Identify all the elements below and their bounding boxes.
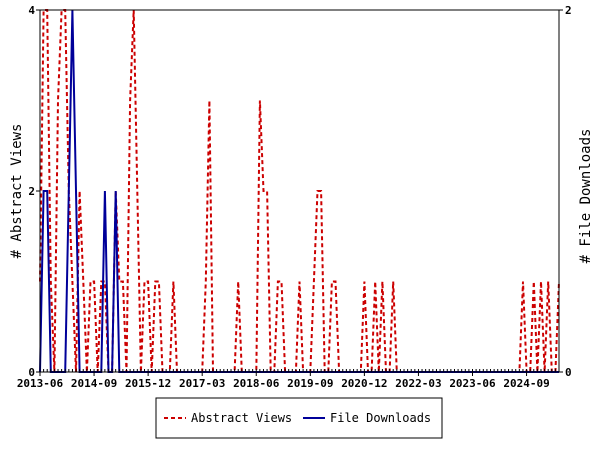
- x-tick-label: 2017-03: [179, 377, 225, 390]
- y-left-tick-label: 0: [28, 366, 35, 379]
- y-left-tick-label: 2: [28, 185, 35, 198]
- x-tick-label: 2023-06: [449, 377, 496, 390]
- series-line-file-downloads: [39, 9, 559, 373]
- x-tick-label: 2013-06: [17, 377, 64, 390]
- y-axis-title-left: # Abstract Views: [9, 124, 25, 259]
- legend-box: [155, 397, 443, 439]
- series-layer: [39, 9, 560, 373]
- x-tick-label: 2018-06: [233, 377, 280, 390]
- axis-layer: 2013-06 2014-09 2015-12 2017-03 2018-06 2019-…: [17, 4, 572, 390]
- x-tick-label: 2024-09: [503, 377, 549, 390]
- y-right-tick-label: 2: [565, 4, 572, 17]
- legend-label-abstract-views: Abstract Views: [191, 411, 292, 425]
- y-right-tick-label: 0: [565, 366, 572, 379]
- y-left-tick-label: 4: [28, 4, 35, 17]
- y-axis-title-right: # File Downloads: [578, 129, 594, 264]
- x-tick-label: 2014-09: [71, 377, 117, 390]
- x-tick-label: 2020-12: [341, 377, 387, 390]
- x-tick-label: 2015-12: [125, 377, 171, 390]
- x-tick-label: 2022-03: [395, 377, 441, 390]
- legend-label-file-downloads: File Downloads: [330, 411, 431, 425]
- legend: Abstract Views File Downloads: [155, 397, 443, 439]
- x-tick-label: 2019-09: [287, 377, 333, 390]
